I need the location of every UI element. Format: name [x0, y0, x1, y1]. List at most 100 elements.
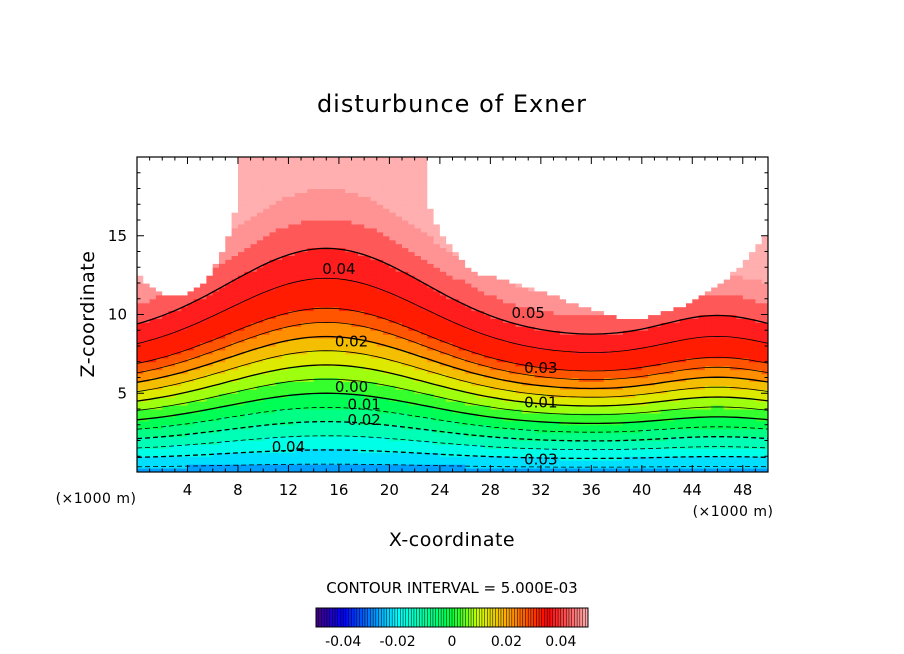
field-cell	[395, 235, 403, 241]
field-cell	[376, 192, 384, 197]
field-cell	[231, 168, 239, 174]
field-cell	[282, 192, 289, 197]
field-cell	[155, 468, 163, 472]
field-cell	[446, 393, 454, 398]
field-cell	[408, 385, 416, 390]
field-cell	[313, 409, 321, 414]
field-cell	[338, 172, 346, 178]
field-cell	[465, 357, 472, 363]
field-cell	[509, 220, 517, 225]
field-cell	[332, 353, 340, 359]
field-cell	[263, 164, 271, 170]
field-cell	[439, 180, 447, 186]
field-cell	[187, 223, 195, 229]
field-cell	[389, 212, 397, 217]
field-cell	[414, 164, 422, 170]
field-cell	[193, 416, 201, 422]
field-cell	[484, 440, 491, 445]
field-cell	[193, 298, 201, 304]
field-cell	[250, 318, 258, 323]
field-cell	[238, 444, 245, 449]
field-cell	[269, 200, 277, 205]
field-cell	[427, 243, 435, 249]
field-cell	[326, 389, 334, 394]
field-cell	[137, 200, 144, 205]
field-cell	[200, 251, 207, 256]
field-cell	[370, 468, 378, 472]
field-cell	[446, 220, 454, 225]
field-cell	[471, 436, 479, 442]
field-cell	[477, 424, 485, 430]
field-cell	[465, 440, 472, 445]
field-cell	[427, 231, 435, 237]
field-cell	[490, 440, 498, 445]
field-cell	[174, 302, 182, 308]
field-cell	[307, 369, 315, 375]
field-cell	[288, 259, 296, 264]
field-cell	[200, 326, 207, 331]
field-cell	[458, 239, 466, 245]
field-cell	[320, 267, 327, 272]
field-cell	[465, 314, 472, 319]
field-cell	[408, 216, 416, 221]
field-cell	[446, 200, 454, 205]
field-cell	[389, 227, 397, 233]
field-cell	[383, 223, 390, 229]
field-cell	[174, 220, 182, 225]
field-cell	[256, 251, 264, 256]
field-cell	[376, 346, 384, 351]
field-cell	[137, 208, 144, 213]
field-cell	[357, 436, 365, 442]
field-cell	[370, 275, 378, 280]
field-cell	[212, 409, 220, 414]
field-cell	[521, 357, 529, 363]
field-cell	[294, 231, 302, 237]
field-cell	[477, 243, 485, 249]
field-cell	[484, 322, 491, 327]
field-cell	[521, 369, 529, 375]
field-cell	[162, 227, 170, 233]
field-cell	[402, 290, 409, 296]
field-cell	[402, 251, 409, 256]
field-cell	[458, 247, 466, 253]
field-cell	[307, 160, 315, 166]
field-cell	[370, 176, 378, 182]
field-cell	[181, 243, 189, 249]
field-cell	[376, 294, 384, 300]
field-cell	[143, 200, 151, 205]
field-cell	[465, 306, 472, 312]
field-cell	[509, 420, 517, 426]
field-cell	[275, 286, 283, 292]
field-cell	[402, 255, 409, 260]
field-cell	[282, 188, 289, 193]
field-cell	[149, 283, 157, 288]
field-cell	[433, 220, 441, 225]
field-cell	[193, 223, 201, 229]
field-cell	[458, 369, 466, 375]
field-cell	[458, 267, 466, 272]
field-cell	[174, 456, 182, 461]
field-cell	[364, 204, 372, 209]
field-cell	[294, 338, 302, 343]
field-cell	[320, 342, 327, 347]
field-cell	[496, 326, 504, 331]
field-cell	[439, 397, 447, 402]
field-cell	[465, 330, 472, 335]
field-cell	[420, 271, 428, 276]
field-cell	[503, 192, 510, 197]
field-cell	[345, 286, 353, 292]
field-cell	[521, 259, 529, 264]
field-cell	[294, 326, 302, 331]
field-cell	[294, 216, 302, 221]
field-cell	[168, 208, 176, 213]
field-cell	[168, 239, 176, 245]
field-cell	[351, 239, 359, 245]
field-cell	[269, 271, 277, 276]
field-cell	[420, 365, 428, 371]
field-cell	[383, 326, 390, 331]
field-cell	[155, 444, 163, 449]
field-cell	[471, 444, 479, 449]
field-cell	[288, 460, 296, 465]
field-cell	[238, 397, 245, 402]
field-cell	[174, 338, 182, 343]
